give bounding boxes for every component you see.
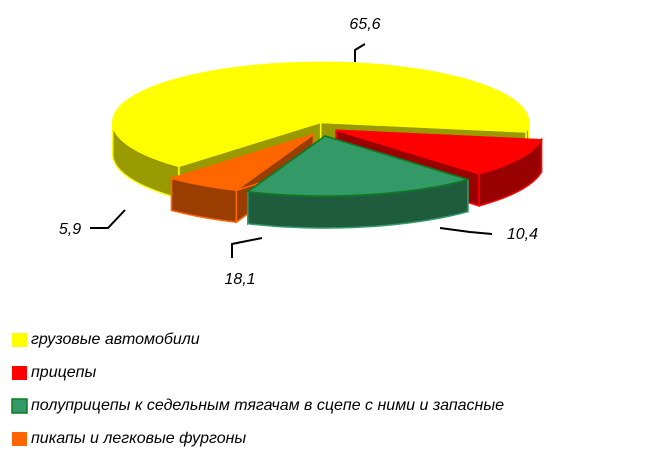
legend-swatch xyxy=(12,432,27,446)
slice-top xyxy=(335,129,543,175)
legend-label: пикапы и легковые фургоны xyxy=(31,430,246,447)
leader-line xyxy=(439,227,493,235)
slice-top xyxy=(111,61,530,168)
slice-top xyxy=(168,133,314,191)
legend-swatch xyxy=(12,333,27,347)
leader-line xyxy=(231,237,263,258)
legend-label: грузовые автомобили xyxy=(31,331,200,348)
legend-swatch xyxy=(12,366,27,380)
slice-top xyxy=(245,135,471,197)
data-label: 10,4 xyxy=(507,226,538,243)
legend-swatch xyxy=(11,398,28,414)
legend-label: полуприцепы к седельным тягачам в сцепе … xyxy=(31,397,504,414)
data-label: 65,6 xyxy=(349,16,380,33)
slice xyxy=(245,134,471,229)
leader-line xyxy=(90,209,126,229)
data-label: 18,1 xyxy=(224,271,255,288)
leader-line xyxy=(354,43,366,62)
legend-label: прицепы xyxy=(31,364,96,381)
data-label: 5,9 xyxy=(59,221,81,238)
